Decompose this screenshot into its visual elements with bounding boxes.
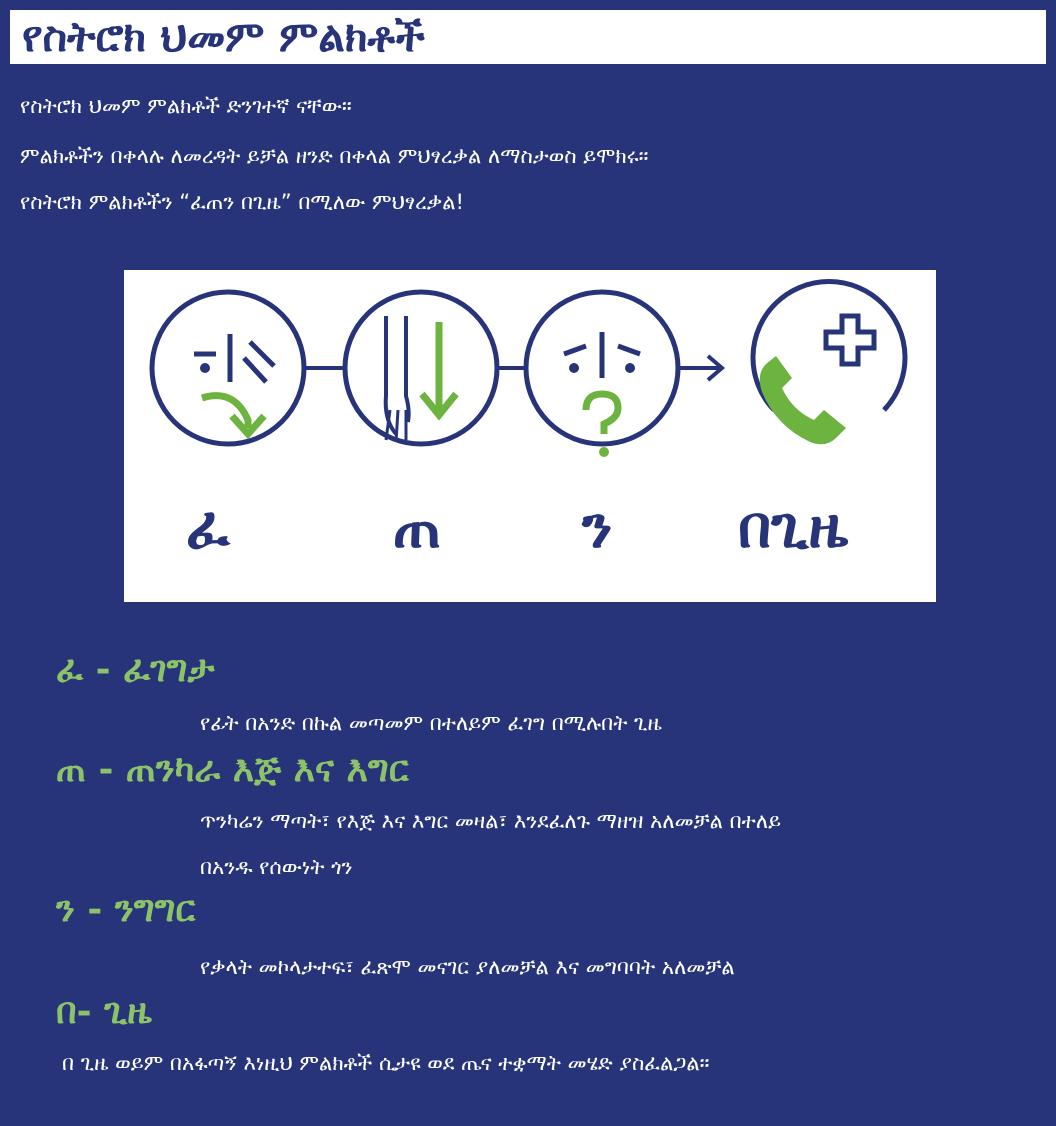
letter-te: ጠ: [393, 493, 442, 561]
desc-face: የፊት በአንድ በኩል መጣመም በተለይም ፈገግ በሚሉበት ጊዜ: [200, 711, 662, 735]
call-emergency-icon: [750, 279, 908, 445]
heading-speech: ን - ንግግር: [56, 888, 196, 930]
intro-line-2: ምልክቶችን በቀላሉ ለመረዳት ይቻል ዘንድ በቀላል ምህፃረቃል ለማ…: [20, 144, 649, 168]
fast-acronym-panel: [124, 270, 936, 602]
letter-ne: ን: [582, 493, 613, 561]
connector-arrow-head: [706, 354, 726, 382]
facial-droop-icon: [149, 289, 307, 447]
desc-speech: የቃላት መኮላታተፍ፣ ፈጽሞ መናገር ያለመቻል እና መግባባት አለመ…: [200, 955, 735, 979]
title-bar: የስትሮክ ህመም ምልክቶች: [10, 10, 1046, 64]
intro-line-3: የስትሮክ ምልክቶችን “ፈጠን በጊዜ” በሚለው ምህፃረቃል!: [20, 190, 464, 214]
letter-fe: ፈ: [186, 493, 230, 561]
speech-difficulty-icon: [523, 289, 681, 457]
fast-icons-graphic: [149, 279, 908, 457]
heading-time: በ- ጊዜ: [56, 990, 152, 1032]
desc-arm-2: በአንዱ የሰውነት ጎን: [200, 855, 353, 879]
page-title: የስትሮክ ህመም ምልክቶች: [22, 12, 425, 61]
desc-arm-1: ጥንካሬን ማጣት፣ የእጅ እና እግር መዛል፣ እንደፈለጉ ማዘዝ አለ…: [200, 809, 782, 833]
intro-line-1: የስትሮክ ህመም ምልክቶች ድንገተኛ ናቸው።: [20, 94, 352, 118]
arm-weakness-icon: [342, 289, 500, 447]
letter-begize: በጊዜ: [738, 493, 848, 561]
heading-arm: ጠ - ጠንካራ እጅ እና እግር: [56, 748, 409, 790]
desc-time: በ ጊዜ ወይም በአፋጣኝ እነዚህ ምልክቶች ሲታዩ ወደ ጤና ተቋማት…: [62, 1051, 710, 1075]
heading-face: ፈ - ፈገግታ: [56, 648, 215, 690]
